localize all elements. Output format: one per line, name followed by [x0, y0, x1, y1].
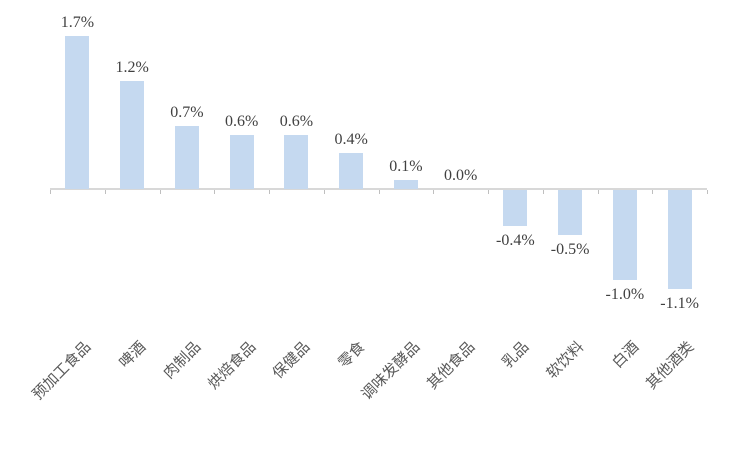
- axis-tick: [597, 190, 599, 194]
- bar: [65, 36, 90, 189]
- bar-value-label: 1.7%: [60, 14, 95, 31]
- category-label: 其他酒类: [643, 339, 697, 393]
- axis-tick: [542, 190, 544, 194]
- bar-value-label: 0.6%: [224, 113, 259, 130]
- bar: [229, 135, 254, 189]
- axis-tick: [159, 190, 161, 194]
- bar: [174, 126, 199, 189]
- category-label: 预加工食品: [30, 339, 95, 404]
- bar: [284, 135, 309, 189]
- axis-tick: [214, 190, 216, 194]
- axis-tick: [433, 190, 435, 194]
- bar-value-label: -1.1%: [660, 295, 699, 312]
- axis-tick: [652, 190, 654, 194]
- bar: [120, 81, 145, 189]
- bar-value-label: 0.4%: [334, 131, 368, 148]
- bar: [393, 180, 418, 189]
- category-label: 调味发酵品: [358, 339, 424, 404]
- bar: [339, 153, 364, 189]
- axis-tick: [488, 190, 489, 194]
- bar: [503, 190, 528, 226]
- axis-tick: [323, 190, 325, 194]
- axis-tick: [378, 190, 380, 194]
- bar-value-label: -0.4%: [496, 232, 535, 249]
- bar-value-label: 1.2%: [115, 59, 149, 76]
- bar-value-label: -0.5%: [550, 241, 590, 258]
- bar: [558, 190, 583, 235]
- category-label: 肉制品: [161, 339, 205, 383]
- category-label: 其他食品: [424, 339, 478, 393]
- axis-tick: [104, 190, 106, 194]
- category-label: 保健品: [270, 339, 314, 383]
- category-label: 烘焙食品: [205, 339, 259, 393]
- category-label: 乳品: [500, 339, 533, 372]
- bar: [667, 190, 692, 289]
- axis-tick: [269, 190, 270, 194]
- bar-value-label: 0.7%: [170, 104, 204, 121]
- bar-value-label: 0.0%: [443, 167, 478, 184]
- bar: [612, 190, 637, 280]
- x-axis-line: [50, 188, 707, 190]
- category-label: 啤酒: [116, 339, 150, 372]
- bar-value-label: -1.0%: [605, 286, 645, 303]
- bar-value-label: 0.6%: [279, 113, 314, 130]
- category-label: 零食: [335, 339, 369, 372]
- axis-tick: [50, 190, 51, 194]
- category-label: 软饮料: [544, 339, 588, 383]
- category-label: 白酒: [609, 339, 643, 372]
- bar-value-label: 0.1%: [389, 158, 423, 175]
- axis-tick: [707, 190, 708, 194]
